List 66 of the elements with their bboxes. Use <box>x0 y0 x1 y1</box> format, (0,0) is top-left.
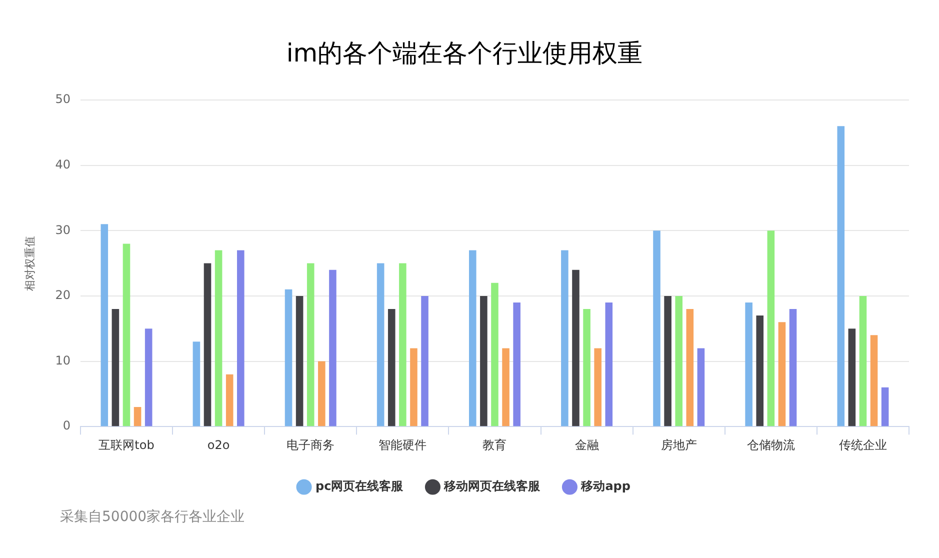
x-tick-label: 电子商务 <box>286 438 335 452</box>
bar <box>204 263 212 426</box>
chart-title: im的各个端在各个行业使用权重 <box>286 38 643 68</box>
x-tick-label: 互联网tob <box>98 438 154 452</box>
bar <box>605 302 613 426</box>
bar <box>675 296 682 426</box>
bar <box>134 407 142 426</box>
bar <box>306 263 314 426</box>
bar <box>192 342 200 426</box>
bar <box>226 374 234 426</box>
bar <box>284 289 292 426</box>
bar <box>870 335 878 426</box>
bar <box>100 224 108 426</box>
y-tick-label: 20 <box>55 288 70 302</box>
bar <box>767 230 775 426</box>
y-axis-title: 相对权重值 <box>23 236 36 291</box>
bar <box>756 316 764 426</box>
bar <box>513 302 520 426</box>
bar <box>468 250 476 426</box>
x-tick-label: 传统企业 <box>838 438 887 452</box>
bar <box>664 296 672 426</box>
x-tick-label: 金融 <box>574 438 599 452</box>
bar <box>561 250 568 426</box>
legend-label: 移动网页在线客服 <box>443 479 542 494</box>
bar <box>594 348 602 426</box>
bar <box>376 263 384 426</box>
bar <box>237 250 244 426</box>
x-tick-label: 仓储物流 <box>746 438 795 452</box>
x-tick-label: 教育 <box>482 438 507 452</box>
bar <box>410 348 418 426</box>
bar <box>399 263 406 426</box>
bar <box>421 296 428 426</box>
bar <box>572 270 580 426</box>
bar <box>745 302 752 426</box>
y-tick-label: 50 <box>55 92 70 106</box>
bar <box>318 361 326 426</box>
bar <box>491 282 498 426</box>
bar <box>214 250 222 426</box>
bar <box>686 309 694 426</box>
y-tick-label: 30 <box>55 222 70 237</box>
bar <box>881 387 889 426</box>
bar <box>296 296 304 426</box>
x-tick-label: o2o <box>207 438 230 452</box>
bar <box>653 230 660 426</box>
bar <box>697 348 705 426</box>
bar <box>112 309 120 426</box>
y-tick-label: 10 <box>55 353 70 368</box>
x-tick-label: 智能硬件 <box>378 438 427 452</box>
y-tick-label: 0 <box>62 418 70 433</box>
bar <box>144 328 152 426</box>
y-tick-label: 40 <box>55 157 70 172</box>
legend-label: 移动app <box>580 479 631 494</box>
bar <box>122 244 130 426</box>
bar <box>502 348 510 426</box>
bar <box>848 328 856 426</box>
bar <box>388 309 396 426</box>
bar <box>837 126 845 426</box>
bar <box>480 296 488 426</box>
bar <box>329 270 336 426</box>
x-tick-label: 房地产 <box>660 438 697 452</box>
bar <box>859 296 867 426</box>
bar <box>789 309 797 426</box>
bar <box>583 309 590 426</box>
bar <box>778 322 786 426</box>
legend-label: pc网页在线客服 <box>316 479 404 494</box>
text: 采集自50000家各行各业企业 <box>60 508 245 526</box>
